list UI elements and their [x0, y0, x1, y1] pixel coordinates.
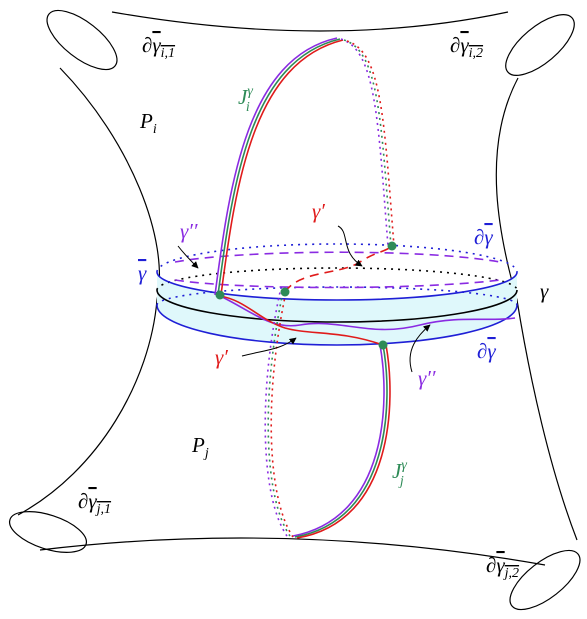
label-sub: j [203, 446, 209, 461]
arc-i-purple [214, 37, 338, 296]
arrow [177, 245, 199, 269]
label: Pj [191, 433, 209, 461]
label: Pi [139, 109, 157, 137]
point [387, 241, 397, 251]
label-symbol: γ [487, 339, 496, 363]
label: Jγ j [392, 458, 407, 489]
label-symbol: J [392, 459, 403, 483]
label-symbol: J [238, 85, 249, 109]
label-symbol: γ′′ [180, 219, 198, 243]
point [280, 287, 290, 297]
surface [8, 9, 581, 611]
label: γ [540, 279, 549, 303]
label-symbol: γ′ [312, 199, 325, 223]
top-edge [111, 11, 509, 32]
label-symbol: γ [496, 553, 505, 577]
tube-j1 [8, 511, 88, 553]
gamma-double-prime-front [219, 295, 516, 331]
label: γ′ [215, 345, 228, 369]
arc-j-red [296, 344, 391, 539]
label-prefix: ∂ [78, 489, 88, 513]
label: ∂γ [477, 339, 496, 363]
label: ∂γj,1 [78, 489, 111, 517]
arc-i-back-purple [340, 38, 389, 247]
label-prefix: ∂ [486, 553, 496, 577]
label-symbol: γ [152, 33, 161, 57]
label: γ′ [312, 199, 325, 223]
label-sub: i [246, 100, 250, 115]
point [215, 290, 225, 300]
label: γ′′ [180, 219, 198, 243]
arc-j-back-green [267, 291, 291, 537]
tube-i1 [46, 9, 118, 71]
label-sub: j,1 [95, 502, 111, 517]
label: γ′′ [418, 366, 436, 390]
tube-j2 [509, 549, 581, 611]
label-prefix: ∂ [474, 225, 484, 249]
tube-i2 [505, 14, 575, 76]
gamma-double-prime-back [174, 251, 501, 263]
collar-top-front [156, 271, 518, 301]
collar-lines [156, 243, 518, 346]
gamma-prime-front [219, 295, 384, 346]
label: ∂γi,1 [142, 33, 175, 61]
arrow [337, 225, 363, 267]
label-symbol: P [139, 109, 153, 133]
label-symbol: γ [138, 261, 147, 285]
left-edge [17, 67, 161, 516]
gamma-front [156, 289, 518, 323]
arrows [177, 225, 431, 373]
label: Jγ i [238, 84, 253, 115]
label: ∂γj,2 [486, 553, 519, 581]
label-prefix: ∂ [477, 339, 487, 363]
label-symbol: γ′ [215, 345, 228, 369]
arc-j-green [294, 344, 388, 538]
arc-i-red [220, 39, 344, 296]
arc-i [214, 37, 395, 296]
label-sub: i [153, 122, 157, 137]
arc-i-back-red [346, 40, 395, 247]
collar-bottom-back [156, 286, 518, 306]
gamma-double-prime-back-2 [174, 279, 501, 289]
points [215, 241, 397, 350]
arrow [241, 337, 297, 357]
label: ∂γi,2 [450, 33, 483, 61]
collar-bottom-front [156, 304, 518, 346]
label-prefix: ∂ [450, 33, 460, 57]
label-symbol: γ [460, 33, 469, 57]
label-symbol: γ [540, 279, 549, 303]
bottom-edge [39, 537, 546, 566]
arc-j-purple [292, 344, 385, 537]
arc-j [264, 291, 391, 539]
label-symbol: γ [88, 489, 97, 513]
arc-j-back-purple [264, 291, 288, 537]
label: γ [138, 261, 147, 285]
label-symbol: γ′′ [418, 366, 436, 390]
label-sub: j,2 [503, 566, 519, 581]
label: ∂γ [474, 225, 493, 249]
arrow [409, 324, 431, 373]
label-sub: i,1 [161, 46, 175, 61]
label-prefix: ∂ [142, 33, 152, 57]
label-symbol: γ [484, 225, 493, 249]
point [378, 340, 388, 350]
label-sup: γ [247, 84, 253, 99]
label-sup: γ [401, 458, 407, 473]
arc-j-back-red [270, 291, 294, 538]
label-symbol: P [191, 433, 205, 457]
label-sub: j [398, 474, 404, 489]
arc-i-back-green [343, 39, 392, 247]
label-sub: i,2 [469, 46, 483, 61]
arc-i-green [217, 38, 341, 296]
